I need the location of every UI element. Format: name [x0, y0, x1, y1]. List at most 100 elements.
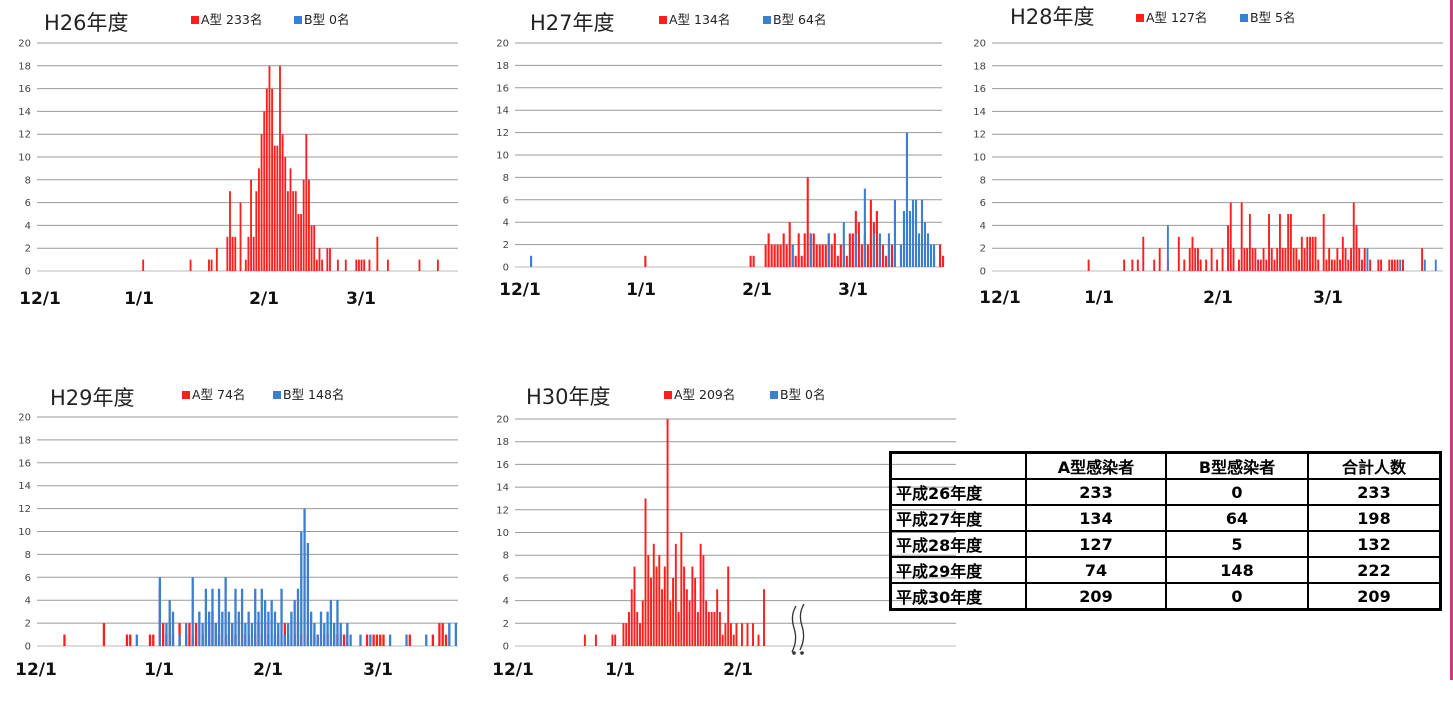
y-tick-label: 14	[496, 106, 509, 117]
y-tick-label: 10	[496, 151, 509, 162]
legend-swatch-b	[273, 391, 281, 399]
bar-type-a	[721, 634, 724, 646]
x-tick-label: 2/1	[723, 660, 753, 680]
bar-type-a	[1298, 259, 1301, 271]
table-row: 平成30年度 209 0 209	[889, 582, 1442, 611]
y-tick-label: 14	[496, 483, 509, 494]
x-tick-label: 12/1	[979, 288, 1021, 308]
bar-type-a	[641, 600, 644, 646]
y-tick-label: 2	[980, 244, 986, 255]
bar-type-a	[803, 233, 806, 267]
bar-type-a	[215, 248, 218, 271]
bar-type-a	[308, 179, 310, 271]
bar-type-b	[290, 611, 293, 646]
bar-type-b	[214, 623, 217, 646]
table-header-cell	[889, 451, 1027, 480]
bar-type-a	[355, 259, 358, 271]
bar-type-a	[797, 233, 800, 267]
bar-type-a	[284, 157, 287, 271]
y-tick-label: 6	[980, 198, 986, 209]
table-cell: 233	[1025, 478, 1167, 506]
bar-type-a	[729, 623, 732, 646]
bar-type-a	[636, 611, 639, 646]
bar-type-b	[809, 233, 812, 267]
bar-type-a	[685, 589, 688, 646]
table-cell: 平成29年度	[889, 556, 1027, 584]
chart-title: H30年度	[526, 385, 611, 409]
bar-type-a	[833, 233, 836, 267]
bar-type-a	[318, 248, 321, 271]
bar-type-b	[217, 588, 221, 646]
bar-type-a	[1300, 236, 1303, 271]
bar-type-a	[268, 65, 271, 271]
bar-chart: 0 2 4 6 8 10 12 14 16 18 20 H30年度 A型 209名 B型 0名 12/1 1/…	[492, 385, 956, 680]
x-tick-label: 3/1	[1313, 288, 1343, 308]
bar-type-b	[319, 611, 323, 646]
table-cell: 平成30年度	[889, 582, 1027, 611]
y-tick-label: 12	[18, 504, 31, 515]
x-tick-label: 1/1	[144, 660, 174, 680]
bar-type-b	[303, 508, 306, 646]
bar-type-a	[1328, 248, 1331, 271]
legend-label: B型 5名	[1250, 10, 1296, 25]
x-tick-label: 2/1	[249, 289, 279, 309]
bar-type-a	[281, 134, 284, 271]
bar-type-b	[313, 623, 316, 646]
bar-type-a	[1153, 259, 1156, 271]
table-header-cell: A型感染者	[1025, 451, 1167, 480]
bar-type-a	[812, 233, 815, 267]
bar-type-b	[250, 623, 254, 646]
bar-type-b	[300, 531, 303, 646]
bar-type-b	[270, 600, 273, 646]
bar-type-a	[286, 191, 289, 271]
y-tick-label: 16	[18, 84, 31, 95]
bar-type-a	[1369, 259, 1372, 271]
bar-type-b	[208, 611, 211, 646]
y-tick-label: 8	[503, 551, 509, 562]
bar-type-a	[329, 248, 331, 271]
bar-type-b	[425, 634, 428, 646]
bar-type-a	[718, 611, 721, 646]
bar-type-a	[1347, 259, 1350, 271]
bar-type-a	[628, 611, 630, 646]
y-tick-label: 6	[25, 573, 31, 584]
bar-type-a	[1142, 236, 1145, 271]
bar-type-a	[247, 236, 250, 271]
bar-type-b	[929, 244, 933, 267]
bar-type-a	[875, 211, 878, 267]
bar-type-a	[818, 244, 821, 267]
break-dot	[792, 651, 796, 655]
y-tick-label: 8	[503, 173, 509, 184]
y-tick-label: 12	[496, 505, 509, 516]
bar-type-b	[227, 611, 231, 646]
x-tick-label: 2/1	[253, 660, 283, 680]
axis-break-icon	[791, 603, 805, 655]
bar-type-a	[1333, 259, 1336, 271]
legend-label: A型 209名	[674, 387, 735, 402]
bar-type-a	[1292, 248, 1295, 271]
bar-type-a	[713, 611, 716, 646]
bar-type-a	[658, 555, 661, 646]
bar-type-b	[388, 634, 392, 646]
y-tick-label: 18	[496, 61, 509, 72]
bar-type-b	[191, 577, 194, 646]
bar-type-a	[1251, 248, 1254, 271]
bar-type-b	[339, 623, 342, 646]
bar-type-b	[336, 600, 339, 646]
bar-type-a	[848, 233, 851, 267]
bar-type-a	[438, 623, 441, 646]
y-tick-label: 10	[18, 527, 31, 538]
legend-swatch-a	[191, 16, 199, 24]
x-tick-label: 1/1	[1084, 288, 1114, 308]
bar-type-a	[1350, 248, 1352, 271]
bar-type-a	[942, 255, 945, 267]
legend-label: B型 148名	[283, 387, 344, 402]
table-cell: 222	[1307, 556, 1442, 584]
table-cell: 0	[1165, 582, 1309, 611]
bar-type-a	[821, 244, 824, 267]
bar-type-a	[1317, 259, 1320, 271]
bar-type-a	[408, 634, 411, 646]
chart-panel: 0 2 4 6 8 10 12 14 16 18 20 H26年度 A型 233名 B型 0名 12/1 1/…	[0, 0, 490, 320]
bar-type-a	[683, 566, 686, 646]
bar-type-a	[310, 225, 313, 271]
